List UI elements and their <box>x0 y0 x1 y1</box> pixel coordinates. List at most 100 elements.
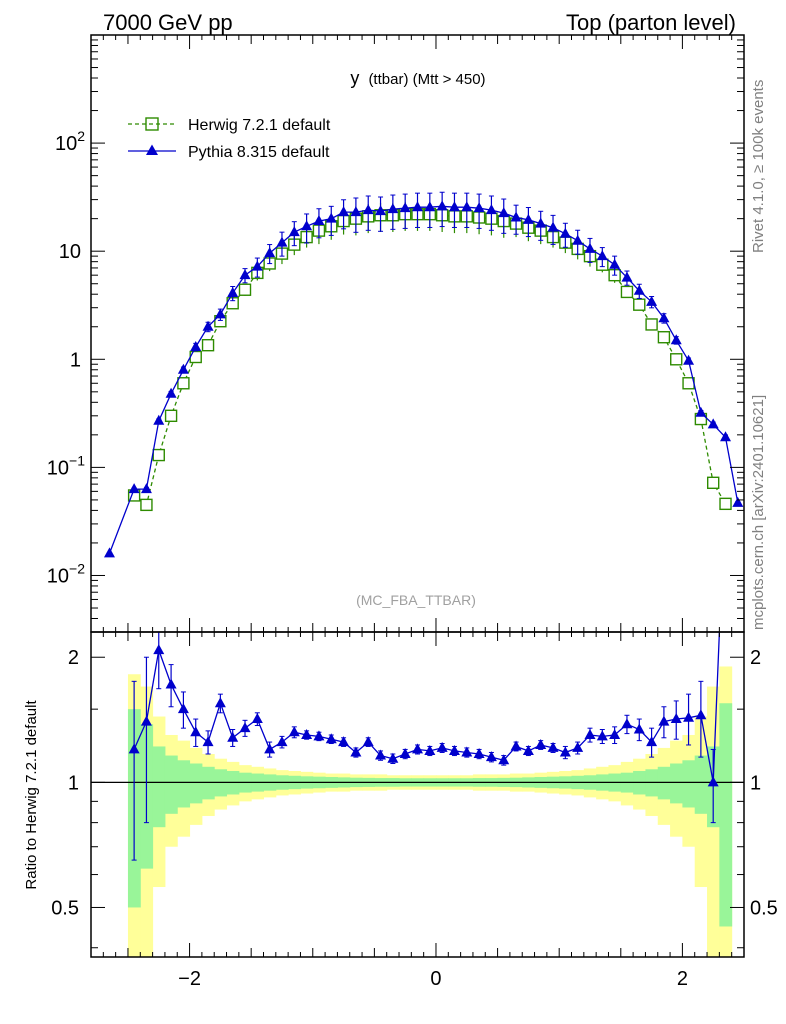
ratio-pythia-point <box>128 743 140 754</box>
herwig-point <box>152 448 165 462</box>
ratio-pythia-point <box>633 723 645 734</box>
ratio-pythia-point <box>239 722 251 733</box>
legend: Herwig 7.2.1 default Pythia 8.315 defaul… <box>128 117 331 161</box>
pythia-point <box>683 354 695 365</box>
pythia-point <box>658 312 670 323</box>
ratio-pythia-point <box>621 718 633 729</box>
legend-herwig-label: Herwig 7.2.1 default <box>188 117 331 134</box>
ratio-pythia-point <box>202 736 214 747</box>
herwig-point <box>164 409 178 423</box>
ratio-pythia-point <box>276 736 288 747</box>
herwig-point <box>140 498 153 512</box>
ratio-pythia-point <box>522 744 534 755</box>
pythia-point <box>547 221 559 232</box>
ratio-pythia-point <box>448 744 460 755</box>
main-ytick-label: 102 <box>55 128 85 155</box>
legend-pythia-label: Pythia 8.315 default <box>188 144 330 161</box>
plot-title: y (ttbar) (Mtt > 450) <box>350 68 485 88</box>
ratio-pythia-point <box>301 728 313 739</box>
pythia-point <box>177 363 189 374</box>
pythia-point <box>498 207 510 218</box>
ratio-ylabel: Ratio to Herwig 7.2.1 default <box>23 700 40 890</box>
ratio-pythia-point <box>350 746 362 757</box>
pythia-point <box>239 269 251 280</box>
pythia-point <box>461 201 473 212</box>
herwig-point <box>238 283 252 296</box>
pythia-point <box>190 340 202 351</box>
pythia-point <box>375 205 387 216</box>
ratio-band-green <box>657 766 671 800</box>
pythia-point <box>646 295 658 306</box>
pythia-point <box>338 206 350 217</box>
rivet-version-label: Rivet 4.1.0, ≥ 100k events <box>750 80 767 253</box>
pythia-point <box>621 271 633 282</box>
ratio-band-green <box>164 755 178 814</box>
pythia-point <box>670 334 682 345</box>
pythia-point <box>436 200 448 211</box>
ratio-pythia-point <box>387 752 399 763</box>
ratio-pythia-point <box>251 713 263 724</box>
pythia-point <box>485 204 497 215</box>
ratio-frame <box>90 631 745 958</box>
pythia-point <box>720 431 732 442</box>
ratio-pythia-point <box>670 713 682 724</box>
ratio-xtick-label: −2 <box>178 968 201 990</box>
pythia-point <box>633 284 645 295</box>
herwig-point <box>633 298 646 311</box>
ratio-pythia-point <box>707 776 719 787</box>
ratio-pythia-point <box>646 736 658 747</box>
pythia-point <box>288 226 300 237</box>
pythia-point <box>695 406 707 417</box>
ratio-pythia-point <box>338 736 350 747</box>
pythia-point <box>387 203 399 214</box>
ratio-ytick-label-left: 2 <box>68 647 79 669</box>
legend-pythia-marker <box>128 144 176 155</box>
ratio-pythia-point <box>140 715 152 726</box>
ratio-pythia-point <box>325 733 337 744</box>
ratio-pythia-point <box>153 644 165 655</box>
ratio-pythia-point <box>572 741 584 752</box>
ratio-pythia-point <box>658 715 670 726</box>
ratio-pythia-point <box>547 741 559 752</box>
pythia-point <box>732 496 744 507</box>
pythia-point <box>448 201 460 212</box>
mcplots-label: mcplots.cern.ch [arXiv:2401.10621] <box>750 395 767 630</box>
ratio-band-green <box>177 760 191 808</box>
pythia-point <box>202 320 214 331</box>
ratio-band-green <box>719 703 733 927</box>
ratio-pythia-point <box>313 730 325 741</box>
ratio-ytick-label-right: 1 <box>750 772 761 794</box>
plot-title-main: y <box>350 68 359 88</box>
main-ytick-label: 10 <box>59 241 81 263</box>
pythia-point <box>399 202 411 213</box>
herwig-point <box>670 353 683 366</box>
ratio-pythia-point <box>264 743 276 754</box>
pythia-point <box>559 227 571 238</box>
pythia-line <box>108 205 739 554</box>
pythia-point <box>214 308 226 319</box>
ratio-band-green <box>694 755 708 814</box>
herwig-point <box>645 318 658 331</box>
pythia-point <box>325 212 337 223</box>
pythia-point <box>140 483 152 494</box>
herwig-point <box>706 476 720 490</box>
herwig-point <box>177 377 190 390</box>
ratio-pythia-point <box>288 726 300 737</box>
pythia-point <box>251 260 263 271</box>
pythia-point <box>412 201 423 212</box>
plot-title-sub: (ttbar) (Mtt > 450) <box>368 71 485 88</box>
ratio-pythia-point <box>461 746 473 757</box>
pythia-point <box>572 234 584 245</box>
ratio-ytick-label-right: 2 <box>750 647 761 669</box>
ratio-panel-axes: 0.5 0.5 1 1 2 2 −2 0 2 <box>51 631 778 990</box>
pythia-series <box>103 191 744 558</box>
main-panel-axes: 10−2 10−1 1 10 102 <box>47 34 745 633</box>
herwig-line <box>133 213 727 507</box>
pythia-point <box>522 213 534 224</box>
herwig-point <box>719 497 732 511</box>
ratio-pythia-point <box>177 703 189 714</box>
ratio-pythia-point <box>596 730 608 741</box>
pythia-point <box>362 204 374 215</box>
ratio-band-green <box>189 763 203 804</box>
